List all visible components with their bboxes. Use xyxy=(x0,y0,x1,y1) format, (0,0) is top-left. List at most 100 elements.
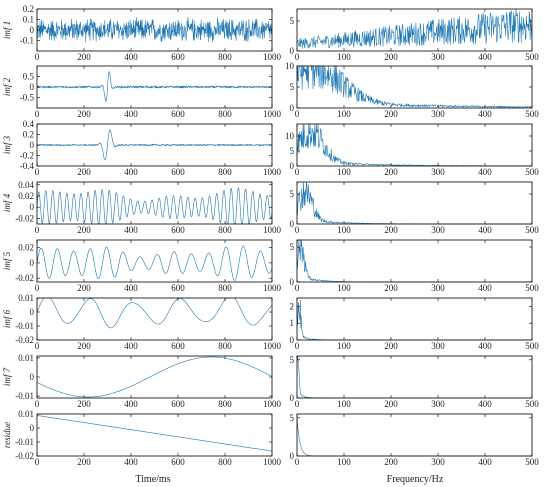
panel-residue-time-xtick-label: 1000 xyxy=(263,457,282,467)
panel-imf6-time-xtick-label: 600 xyxy=(171,341,185,351)
panel-imf7-freq-xtick-label: 400 xyxy=(478,399,492,409)
panel-imf3-time-xtick-label: 400 xyxy=(124,167,138,177)
panel-imf3-time-ytick-label: 0.2 xyxy=(23,130,34,140)
panel-imf1-freq-ytick-label: 5 xyxy=(290,16,295,26)
panel-imf4-freq-xtick-label: 0 xyxy=(295,225,300,235)
panel-imf7-freq-xtick-label: 0 xyxy=(295,399,300,409)
panel-imf3-time-xtick-label: 0 xyxy=(35,167,40,177)
panel-imf4-freq-frame xyxy=(296,181,533,225)
panel-imf7-time-frame xyxy=(36,355,273,399)
panel-imf7-time-ytick-label: -0.01 xyxy=(15,391,34,401)
panel-imf6-freq-xtick-label: 100 xyxy=(337,341,351,351)
panel-residue-freq-xtick-label: 400 xyxy=(478,457,492,467)
panel-imf6-time-ylabel: imf 6 xyxy=(2,309,12,328)
panel-residue-time-frame xyxy=(36,413,273,457)
panel-imf6-freq-xtick-label: 200 xyxy=(384,341,398,351)
panel-imf5-freq-xtick-label: 0 xyxy=(295,283,300,293)
panel-imf5-time-ytick-label: 0 xyxy=(30,258,35,268)
panel-imf4-freq-xtick-label: 200 xyxy=(384,225,398,235)
panel-imf3-freq-xtick-label: 400 xyxy=(478,167,492,177)
panel-residue-time-ytick-label: -0.01 xyxy=(15,437,34,447)
panel-imf6-time-series-line xyxy=(36,297,273,329)
panel-residue-freq-xtick-label: 100 xyxy=(337,457,351,467)
panel-imf4-freq-series-line xyxy=(296,181,532,225)
panel-imf2-time-xtick-label: 600 xyxy=(171,109,185,119)
panel-imf7-time-ylabel: imf 7 xyxy=(2,367,12,386)
panel-imf4-freq-xtick-label: 100 xyxy=(337,225,351,235)
panel-imf1-freq-xtick-label: 300 xyxy=(431,52,445,62)
panel-imf4-time-xtick-label: 600 xyxy=(171,225,185,235)
panel-imf5-time-ylabel: imf 5 xyxy=(2,251,12,270)
panel-imf1-freq-xtick-label: 100 xyxy=(337,52,351,62)
panel-imf1-time-ytick-label: 0.2 xyxy=(23,4,34,14)
panel-imf1-freq-xtick-label: 0 xyxy=(295,52,300,62)
panel-imf3-time-xtick-label: 600 xyxy=(171,167,185,177)
panel-imf1-time-series-line xyxy=(36,17,273,43)
panel-imf5-time-ytick-label: -0.02 xyxy=(15,273,34,283)
panel-imf3-freq-xtick-label: 100 xyxy=(337,167,351,177)
panel-imf6-time-ytick-label: -0.02 xyxy=(15,335,34,345)
panel-imf1-time-xtick-label: 1000 xyxy=(263,52,282,62)
panel-imf4-time-ytick-label: 0.04 xyxy=(18,180,34,190)
panel-imf2-time-xtick-label: 1000 xyxy=(263,109,282,119)
panel-imf5-freq-xtick-label: 200 xyxy=(384,283,398,293)
panel-imf4-time-xtick-label: 200 xyxy=(77,225,91,235)
panel-imf2-time-series-line xyxy=(36,71,273,102)
panel-imf6-time-xtick-label: 800 xyxy=(218,341,232,351)
panel-imf3-freq-series-line xyxy=(296,123,533,167)
panel-imf4-time-xtick-label: 1000 xyxy=(263,225,282,235)
panel-imf7-time-xtick-label: 400 xyxy=(124,399,138,409)
panel-residue-time-ytick-label: 0 xyxy=(30,423,35,433)
panel-imf7-time-ytick-label: 0 xyxy=(30,372,35,382)
panel-imf7-time-xtick-label: 200 xyxy=(77,399,91,409)
panel-imf5-freq-xtick-label: 100 xyxy=(337,283,351,293)
panel-imf3-time-ytick-label: -0.4 xyxy=(20,161,35,171)
panel-imf7-freq-series-line xyxy=(296,355,532,399)
panel-imf7-time-xtick-label: 1000 xyxy=(263,399,282,409)
panel-imf3-freq-xtick-label: 0 xyxy=(295,167,300,177)
panel-imf4-time-frame xyxy=(36,181,273,225)
panel-imf6-freq-ytick-label: 2 xyxy=(290,301,295,311)
panel-imf6-freq-series-line xyxy=(296,299,532,341)
panel-imf3-time-ytick-label: 0.4 xyxy=(23,119,35,129)
panel-residue-freq-series-line xyxy=(296,417,532,457)
panel-imf1-time-ytick-label: -0.1 xyxy=(20,36,34,46)
panel-imf3-freq-ytick-label: 10 xyxy=(285,131,295,141)
panel-imf7-time-xtick-label: 0 xyxy=(35,399,40,409)
panel-imf6-freq-xtick-label: 400 xyxy=(478,341,492,351)
panel-imf5-time-ytick-label: 0.02 xyxy=(18,243,34,253)
panel-residue-freq-frame xyxy=(296,413,533,457)
panel-imf7-time-series-line xyxy=(36,356,273,398)
panel-imf1-time-ytick-label: 0 xyxy=(30,25,35,35)
panel-imf7-freq-xtick-label: 500 xyxy=(525,399,539,409)
panel-imf4-freq-xtick-label: 300 xyxy=(431,225,445,235)
panel-imf6-freq-ytick-label: 0 xyxy=(290,335,295,345)
panel-imf7-freq-ytick-label: 0 xyxy=(290,393,295,403)
panel-imf7-freq-xtick-label: 200 xyxy=(384,399,398,409)
panel-imf7-freq-frame xyxy=(296,355,533,399)
panel-imf2-freq-xtick-label: 400 xyxy=(478,109,492,119)
xlabel-time: Time/ms xyxy=(135,474,170,485)
panel-imf4-time-ytick-label: -0.02 xyxy=(15,213,34,223)
panel-imf3-time-series-line xyxy=(36,129,273,160)
panel-imf6-freq-xtick-label: 500 xyxy=(525,341,539,351)
panel-residue-time-ytick-label: -0.02 xyxy=(15,451,34,461)
panel-imf6-freq-xtick-label: 300 xyxy=(431,341,445,351)
panel-imf2-time-ytick-label: 0.5 xyxy=(23,72,35,82)
panel-imf4-freq-xtick-label: 500 xyxy=(525,225,539,235)
panel-imf7-time-xtick-label: 800 xyxy=(218,399,232,409)
panel-imf2-time-ytick-label: -0.5 xyxy=(20,93,35,103)
panel-imf5-time-xtick-label: 0 xyxy=(35,283,40,293)
panel-residue-time-ylabel: residue xyxy=(2,422,12,448)
panel-imf4-time-xtick-label: 400 xyxy=(124,225,138,235)
panel-imf1-time-ytick-label: 0.1 xyxy=(23,15,34,25)
panel-imf1-time-xtick-label: 400 xyxy=(124,52,138,62)
panel-imf3-time-ytick-label: -0.2 xyxy=(20,151,34,161)
panel-imf3-time-ylabel: imf 3 xyxy=(2,135,12,154)
panel-imf3-freq-xtick-label: 500 xyxy=(525,167,539,177)
panel-imf1-time-ylabel: imf 1 xyxy=(2,21,12,39)
panel-imf6-freq-ytick-label: 1 xyxy=(290,318,295,328)
panel-imf4-time-series-line xyxy=(36,187,273,225)
panel-imf4-freq-ytick-label: 5 xyxy=(290,189,295,199)
